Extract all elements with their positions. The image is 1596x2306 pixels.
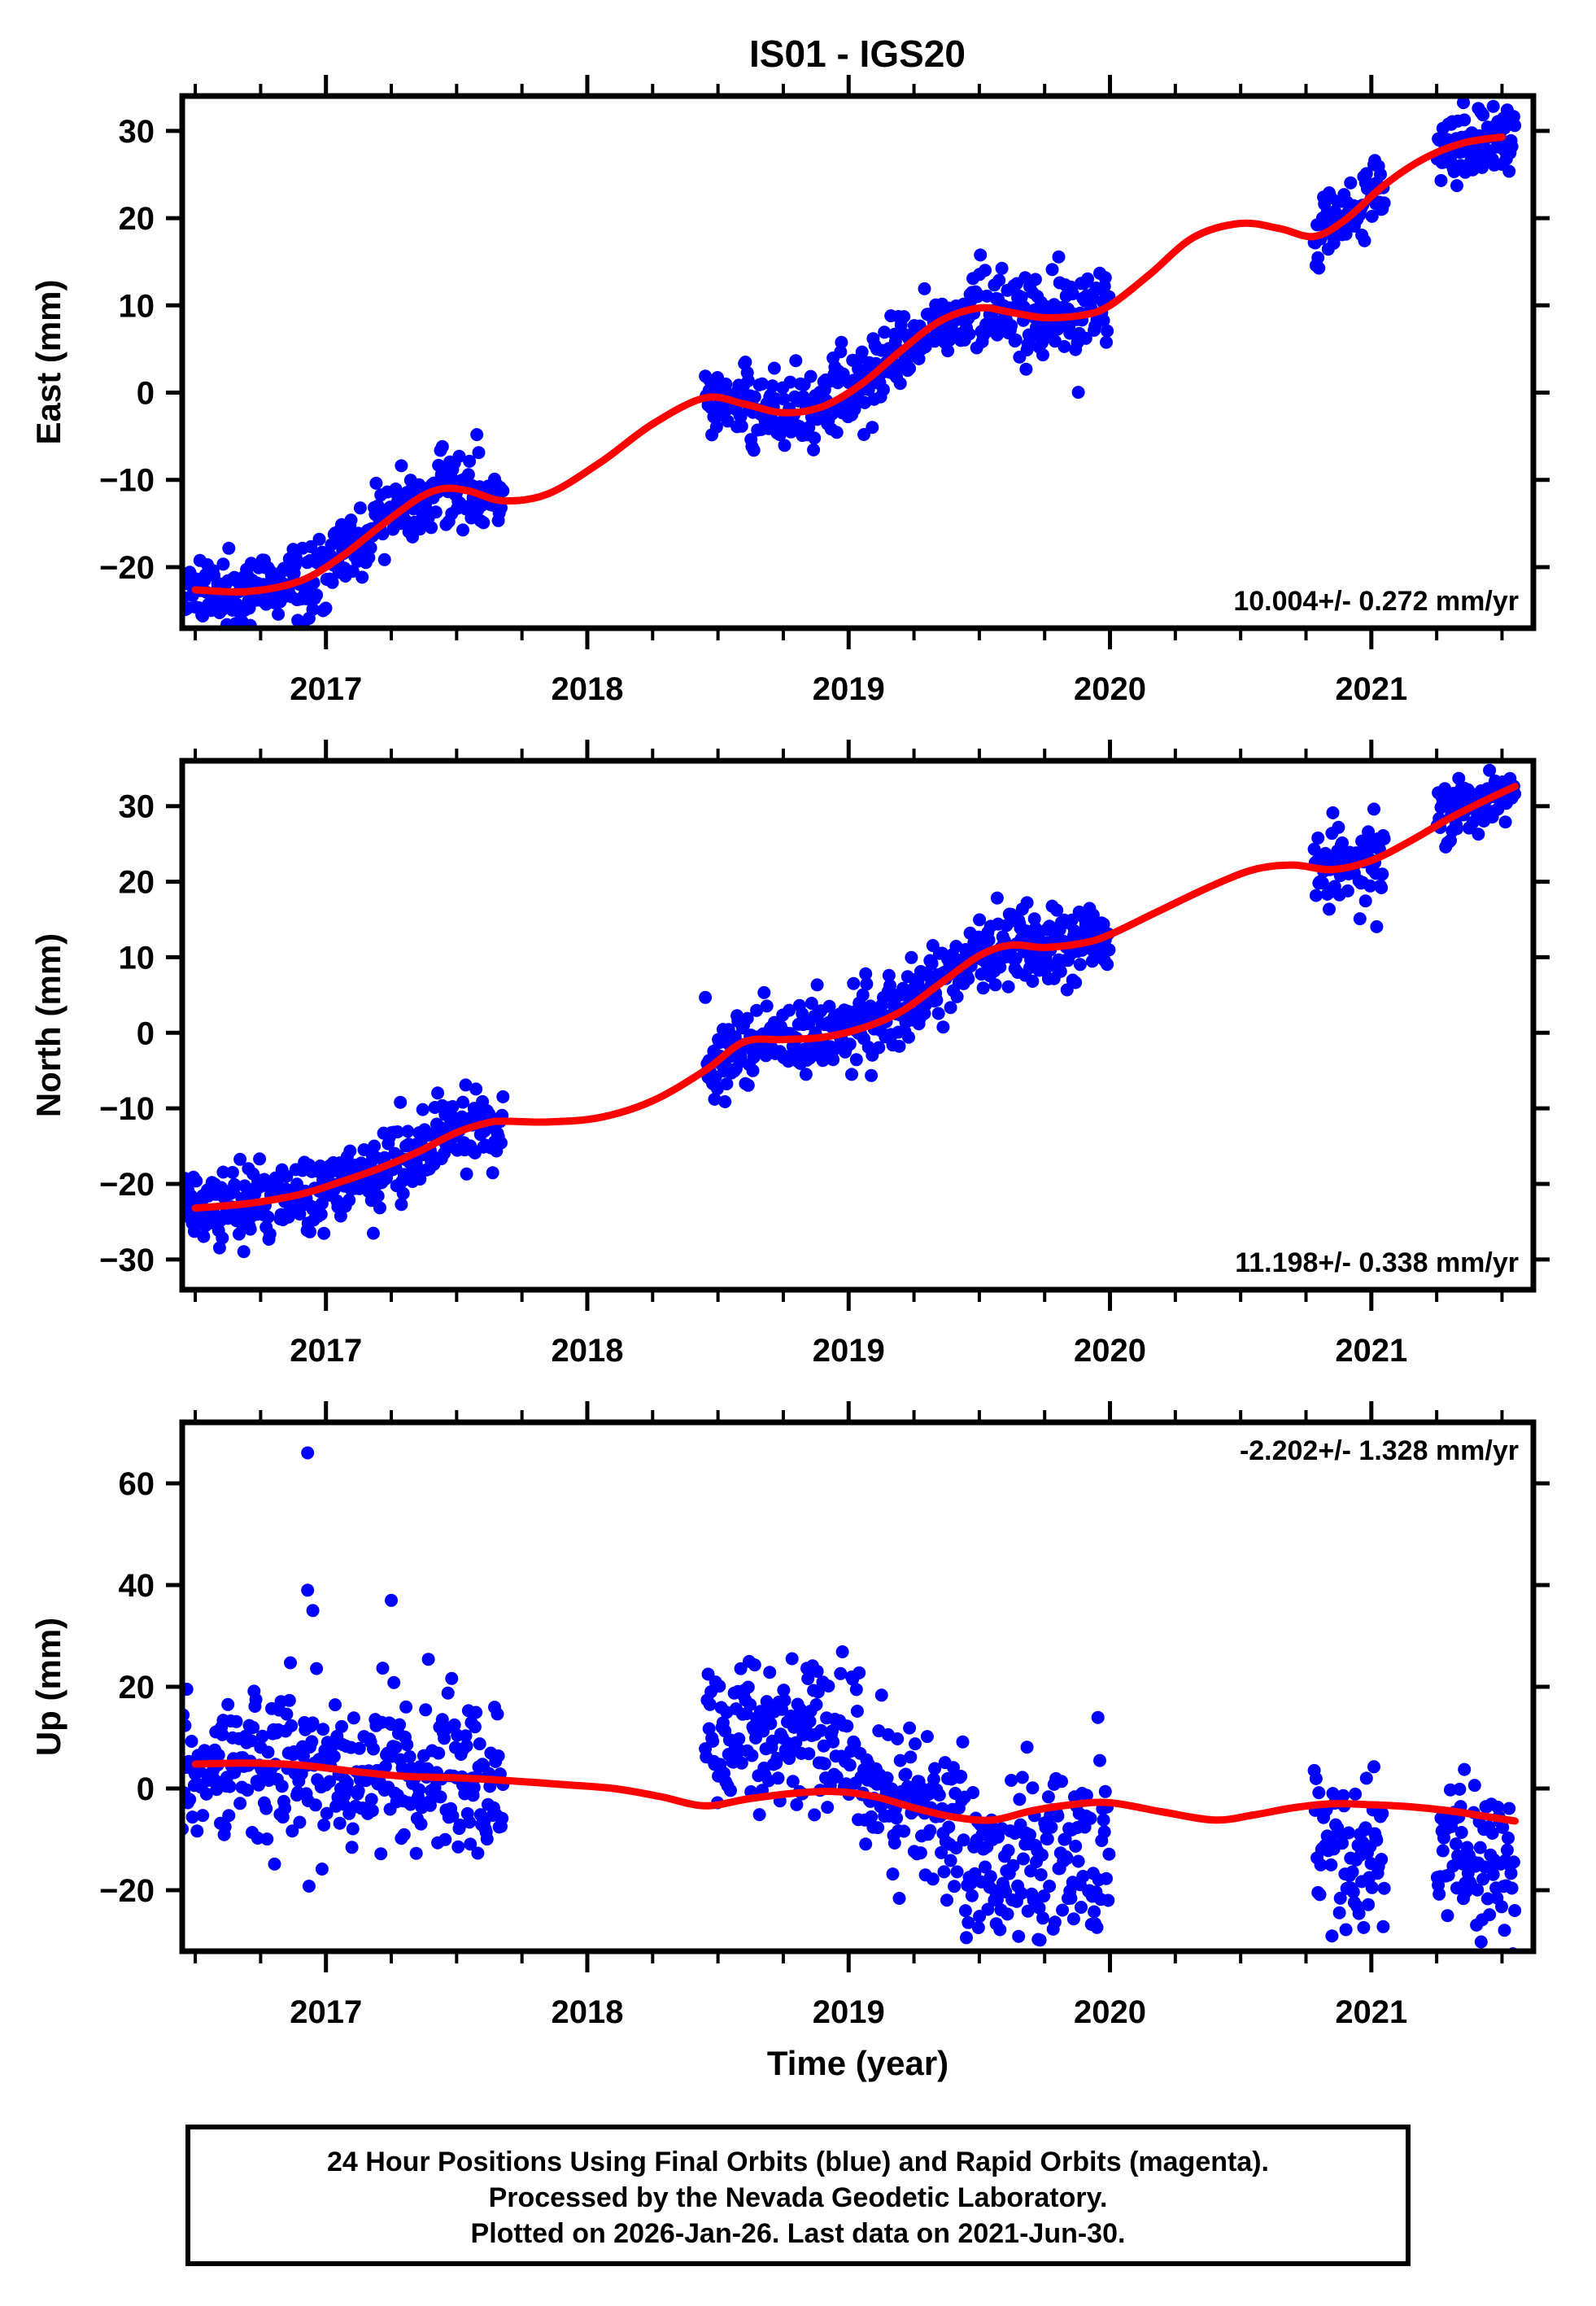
caption-box: 24 Hour Positions Using Final Orbits (bl… bbox=[185, 2125, 1411, 2266]
x-tick-label-north: 2020 bbox=[1074, 1333, 1146, 1369]
y-tick-label-up: 40 bbox=[119, 1568, 155, 1604]
x-tick-label-east: 2018 bbox=[551, 671, 623, 707]
y-axis-label-north: North (mm) bbox=[29, 933, 68, 1117]
y-tick-label-east: −20 bbox=[99, 550, 155, 586]
y-tick-label-east: 0 bbox=[137, 376, 155, 412]
rate-label-east: 10.004+/- 0.272 mm/yr bbox=[1233, 586, 1519, 617]
caption-line-2: Processed by the Nevada Geodetic Laborat… bbox=[489, 2182, 1108, 2213]
x-tick-label-east: 2021 bbox=[1335, 671, 1407, 707]
y-axis-label-east: East (mm) bbox=[29, 279, 68, 444]
x-tick-label-north: 2019 bbox=[813, 1333, 885, 1369]
y-tick-label-east: −10 bbox=[99, 463, 155, 499]
y-tick-label-east: 20 bbox=[119, 201, 155, 237]
x-tick-label-up: 2019 bbox=[813, 1994, 885, 2030]
y-tick-label-up: 60 bbox=[119, 1466, 155, 1502]
y-tick-label-north: −10 bbox=[99, 1091, 155, 1127]
trend-line-north bbox=[191, 783, 1520, 1212]
y-tick-label-north: 30 bbox=[119, 789, 155, 825]
x-tick-label-north: 2017 bbox=[290, 1333, 362, 1369]
y-tick-label-north: 20 bbox=[119, 865, 155, 901]
y-tick-label-east: 10 bbox=[119, 288, 155, 324]
panel-up: 60 40 20 0 −20 Up (mm) 2017 2018 2019 2020 2021 -2.… bbox=[29, 1401, 1550, 2082]
x-tick-label-north: 2018 bbox=[551, 1333, 623, 1369]
y-tick-label-east: 30 bbox=[119, 114, 155, 150]
panel-north: 30 20 10 0 −10 −20 −30 North (mm) 2017 2018 2019 20… bbox=[29, 740, 1550, 1369]
caption-box-frame bbox=[185, 2125, 1411, 2266]
plot-frame-east bbox=[179, 93, 1537, 631]
y-tick-label-north: −30 bbox=[99, 1243, 155, 1278]
y-tick-label-up: 0 bbox=[137, 1771, 155, 1807]
rate-label-north: 11.198+/- 0.338 mm/yr bbox=[1235, 1247, 1519, 1278]
caption-line-1: 24 Hour Positions Using Final Orbits (bl… bbox=[327, 2147, 1269, 2177]
x-axis-label: Time (year) bbox=[767, 2044, 948, 2082]
rate-label-up: -2.202+/- 1.328 mm/yr bbox=[1240, 1435, 1519, 1466]
scatter-series-east bbox=[182, 96, 1522, 628]
trend-line-east bbox=[191, 133, 1506, 596]
caption-line-3: Plotted on 2026-Jan-26. Last data on 202… bbox=[471, 2218, 1126, 2249]
x-tick-label-up: 2020 bbox=[1074, 1994, 1146, 2030]
plot-frame-north bbox=[179, 758, 1537, 1293]
y-tick-label-north: 10 bbox=[119, 940, 155, 976]
x-tick-label-up: 2018 bbox=[551, 1994, 623, 2030]
y-tick-label-up: 20 bbox=[119, 1670, 155, 1705]
x-tick-label-east: 2017 bbox=[290, 671, 362, 707]
x-tick-label-up: 2021 bbox=[1335, 1994, 1407, 2030]
x-tick-label-up: 2017 bbox=[290, 1994, 362, 2030]
panel-east: 30 20 10 0 −10 −20 East (mm) 2017 2018 2019 2020 20… bbox=[29, 75, 1550, 707]
x-tick-label-east: 2020 bbox=[1074, 671, 1146, 707]
x-tick-label-north: 2021 bbox=[1335, 1333, 1407, 1369]
trend-line-up bbox=[191, 1759, 1520, 1825]
page-title: IS01 - IGS20 bbox=[749, 33, 966, 75]
y-tick-label-north: 0 bbox=[137, 1015, 155, 1051]
x-tick-label-east: 2019 bbox=[813, 671, 885, 707]
y-tick-label-north: −20 bbox=[99, 1167, 155, 1203]
y-tick-label-up: −20 bbox=[99, 1873, 155, 1909]
y-axis-label-up: Up (mm) bbox=[29, 1618, 68, 1756]
